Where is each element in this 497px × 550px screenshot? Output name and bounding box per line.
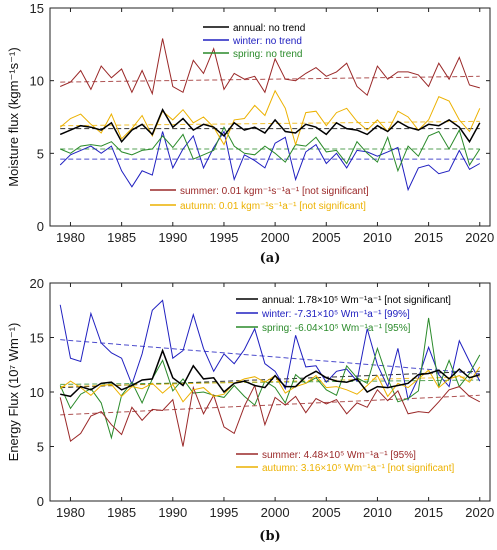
x-tick-label: 1990	[158, 230, 187, 245]
legend-label-autumn: autumn: 3.16×10⁵ Wm⁻¹a⁻¹ [not significan…	[262, 463, 455, 474]
series-line-summer	[59, 384, 481, 447]
series-line-summer	[60, 38, 480, 97]
y-tick-label: 5	[37, 440, 44, 455]
x-tick-label: 2005	[312, 505, 341, 520]
y-tick-label: 15	[30, 1, 44, 16]
series-line-winter	[59, 130, 481, 192]
y-tick-label: 0	[37, 219, 44, 234]
series-line-winter	[59, 299, 481, 402]
x-tick-label: 2015	[414, 505, 443, 520]
legend-label-autumn: autumn: 0.01 kgm⁻¹s⁻¹a⁻¹ [not significan…	[180, 201, 366, 212]
x-tick-label: 2020	[465, 505, 494, 520]
series-line-annual	[60, 348, 481, 398]
legend-label-annual: annual: no trend	[233, 23, 305, 34]
y-axis-label: Energy Flux (10⁷ Wm⁻¹)	[6, 323, 21, 462]
series-line-annual	[59, 108, 481, 144]
series-line-autumn	[59, 89, 481, 147]
y-tick-label: 0	[37, 494, 44, 509]
x-tick-label: 2020	[465, 230, 494, 245]
legend-label-winter: winter: -7.31×10⁵ Wm⁻¹a⁻¹ [99%]	[261, 309, 410, 320]
x-tick-label: 2000	[261, 505, 290, 520]
x-tick-label: 1995	[209, 230, 238, 245]
x-tick-label: 2005	[312, 230, 341, 245]
x-tick-label: 2010	[363, 505, 392, 520]
trend-line-autumn	[60, 120, 480, 127]
y-axis-label: Moisture flux (kgm⁻¹s⁻¹)	[6, 47, 21, 186]
y-tick-label: 20	[30, 276, 44, 291]
legend-label-spring: spring: no trend	[233, 49, 303, 60]
plot-frame	[49, 7, 491, 227]
trend-line-summer	[60, 394, 480, 416]
panel-label: (b)	[259, 529, 280, 544]
x-tick-label: 1995	[209, 505, 238, 520]
y-tick-label: 10	[30, 74, 44, 89]
x-tick-label: 1980	[56, 230, 85, 245]
chart-energy-flux: 1980 1985 1990 1995 2000 2005 2010 2015 20200510…	[6, 276, 494, 544]
x-tick-label: 2015	[414, 230, 443, 245]
y-tick-label: 15	[30, 331, 44, 346]
series-line-autumn	[59, 366, 481, 403]
x-tick-label: 2010	[363, 230, 392, 245]
panel-label: (a)	[260, 251, 281, 266]
y-tick-label: 10	[30, 385, 44, 400]
legend-label-spring: spring: -6.04×10⁵ Wm⁻¹a⁻¹ [95%]	[262, 323, 411, 334]
x-tick-label: 1990	[158, 505, 187, 520]
series-line-spring	[60, 126, 481, 173]
trend-line-winter	[60, 339, 480, 374]
y-tick-label: 5	[37, 146, 44, 161]
legend-label-winter: winter: no trend	[232, 36, 302, 47]
trend-line-summer	[60, 75, 480, 83]
x-tick-label: 1985	[107, 230, 136, 245]
series-line-spring	[59, 317, 481, 440]
legend-label-summer: summer: 4.48×10⁵ Wm⁻¹a⁻¹ [95%]	[262, 450, 416, 461]
x-tick-label: 1985	[107, 505, 136, 520]
chart-moisture-flux: 1980 1985 1990 1995 2000 2005 2010 2015 2020 0 5 10…	[6, 1, 494, 266]
x-tick-label: 2000	[261, 230, 290, 245]
x-tick-label: 1980	[56, 505, 85, 520]
legend-label-annual: annual: 1.78×10⁵ Wm⁻¹a⁻¹ [not significan…	[262, 295, 451, 306]
legend-label-summer: summer: 0.01 kgm⁻¹s⁻¹a⁻¹ [not significan…	[180, 186, 369, 197]
